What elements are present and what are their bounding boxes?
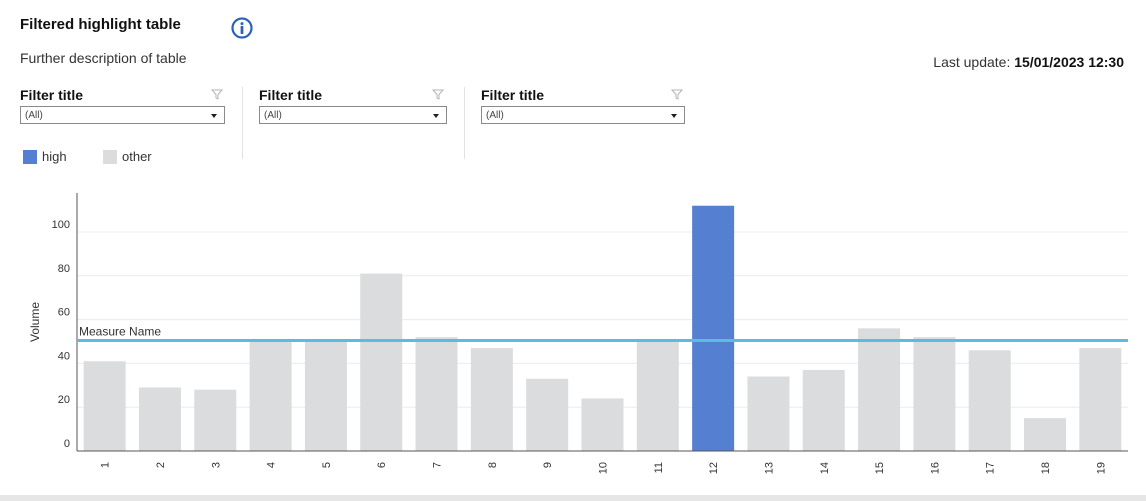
chart-title: Filtered highlight table xyxy=(20,16,181,33)
filter-title: Filter title xyxy=(481,87,545,103)
y-axis-title: Volume xyxy=(28,302,42,342)
bar[interactable] xyxy=(415,337,458,451)
bar[interactable] xyxy=(747,376,790,451)
x-tick-label: 17 xyxy=(985,462,997,474)
last-update: Last update: 15/01/2023 12:30 xyxy=(933,54,1124,70)
last-update-label: Last update: xyxy=(933,54,1011,70)
bar[interactable] xyxy=(194,389,237,451)
bar[interactable] xyxy=(526,378,569,451)
filter-3: Filter title (All) xyxy=(481,87,685,124)
x-tick-label: 4 xyxy=(266,462,278,468)
bar[interactable] xyxy=(581,398,624,451)
bar[interactable] xyxy=(913,337,956,451)
y-tick-label: 60 xyxy=(58,307,70,319)
info-icon[interactable] xyxy=(231,17,253,39)
bar[interactable] xyxy=(968,350,1011,451)
funnel-icon[interactable] xyxy=(432,89,444,100)
x-tick-label: 3 xyxy=(210,462,222,468)
x-tick-label: 7 xyxy=(432,462,444,468)
legend-swatch-other xyxy=(103,150,117,164)
filter-divider xyxy=(464,87,465,159)
filter-divider xyxy=(242,87,243,159)
chart-subtitle: Further description of table xyxy=(20,50,187,66)
x-tick-label: 15 xyxy=(874,462,886,474)
bottom-scrollbar[interactable] xyxy=(0,495,1146,501)
filter-title: Filter title xyxy=(259,87,323,103)
bar[interactable] xyxy=(249,341,292,452)
last-update-value: 15/01/2023 12:30 xyxy=(1014,54,1124,70)
legend-swatch-high xyxy=(23,150,37,164)
filter-2: Filter title (All) xyxy=(259,87,447,124)
filter-dropdown[interactable]: (All) xyxy=(481,106,685,124)
bar[interactable] xyxy=(1079,348,1122,451)
x-tick-label: 16 xyxy=(929,462,941,474)
x-tick-label: 6 xyxy=(376,462,388,468)
legend-label: high xyxy=(42,149,67,164)
filter-value: (All) xyxy=(486,110,504,121)
bar[interactable] xyxy=(858,328,901,451)
x-tick-label: 12 xyxy=(708,462,720,474)
x-tick-label: 8 xyxy=(487,462,499,468)
bar[interactable] xyxy=(360,273,403,451)
x-tick-label: 10 xyxy=(598,462,610,474)
bar[interactable] xyxy=(138,387,181,451)
x-tick-label: 19 xyxy=(1095,462,1107,474)
bar[interactable] xyxy=(470,348,513,451)
x-tick-label: 11 xyxy=(653,462,665,473)
legend-label: other xyxy=(122,149,152,164)
x-tick-label: 18 xyxy=(1040,462,1052,474)
bar-high[interactable] xyxy=(692,205,735,451)
x-tick-label: 9 xyxy=(542,462,554,468)
filter-value: (All) xyxy=(264,110,282,121)
y-tick-label: 80 xyxy=(58,263,70,275)
bar[interactable] xyxy=(802,369,845,451)
y-tick-label: 40 xyxy=(58,350,70,362)
funnel-icon[interactable] xyxy=(211,89,223,100)
bar[interactable] xyxy=(304,341,347,452)
filter-1: Filter title (All) xyxy=(20,87,225,124)
x-tick-label: 1 xyxy=(100,462,112,468)
x-tick-label: 14 xyxy=(819,462,831,474)
chevron-down-icon xyxy=(671,114,677,118)
x-tick-label: 5 xyxy=(321,462,333,468)
x-tick-label: 2 xyxy=(155,462,167,468)
filter-title: Filter title xyxy=(20,87,84,103)
bar[interactable] xyxy=(636,341,679,452)
x-tick-label: 13 xyxy=(763,462,775,474)
funnel-icon[interactable] xyxy=(671,89,683,100)
chevron-down-icon xyxy=(211,114,217,118)
y-tick-label: 100 xyxy=(52,219,70,231)
y-tick-label: 20 xyxy=(58,394,70,406)
bar[interactable] xyxy=(1024,418,1067,451)
bar[interactable] xyxy=(83,361,126,451)
filter-dropdown[interactable]: (All) xyxy=(259,106,447,124)
filter-value: (All) xyxy=(25,110,43,121)
chevron-down-icon xyxy=(433,114,439,118)
filter-dropdown[interactable]: (All) xyxy=(20,106,225,124)
y-tick-label: 0 xyxy=(64,438,70,450)
reference-line-label: Measure Name xyxy=(79,325,161,339)
